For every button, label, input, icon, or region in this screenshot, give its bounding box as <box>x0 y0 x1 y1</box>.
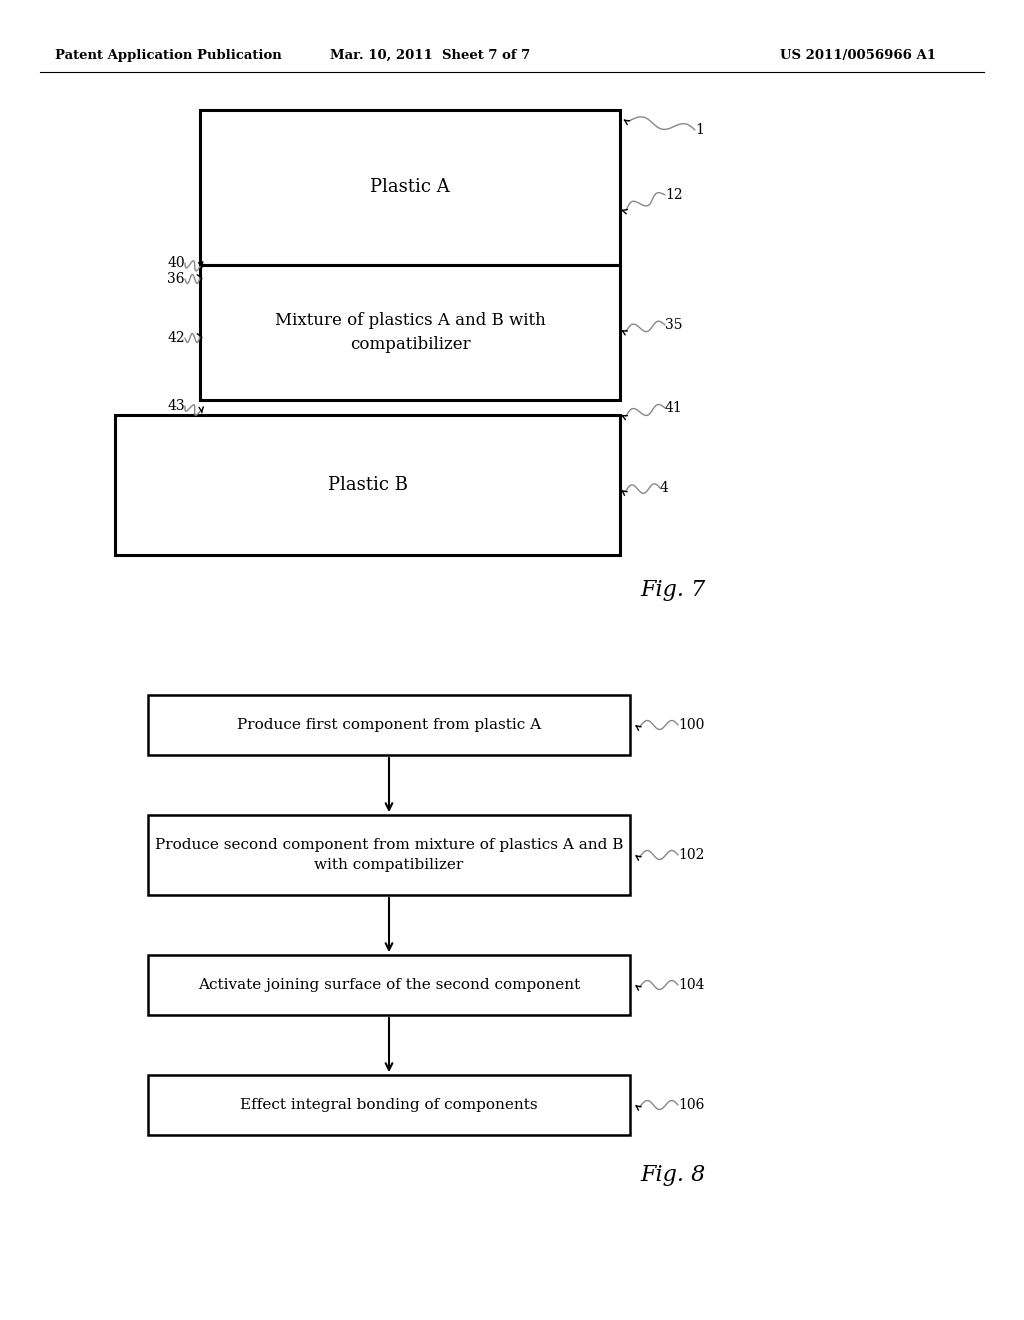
Text: 41: 41 <box>665 401 683 414</box>
Polygon shape <box>200 110 620 265</box>
Text: Activate joining surface of the second component: Activate joining surface of the second c… <box>198 978 581 993</box>
Text: Produce second component from mixture of plastics A and B
with compatibilizer: Produce second component from mixture of… <box>155 838 624 871</box>
Text: Mar. 10, 2011  Sheet 7 of 7: Mar. 10, 2011 Sheet 7 of 7 <box>330 49 530 62</box>
Text: Plastic A: Plastic A <box>370 178 450 197</box>
Text: 104: 104 <box>678 978 705 993</box>
Text: 12: 12 <box>665 187 683 202</box>
Text: 42: 42 <box>167 331 185 345</box>
Text: 106: 106 <box>678 1098 705 1111</box>
Text: 43: 43 <box>167 399 185 413</box>
Text: Plastic B: Plastic B <box>328 477 408 494</box>
Text: Patent Application Publication: Patent Application Publication <box>55 49 282 62</box>
Text: Mixture of plastics A and B with
compatibilizer: Mixture of plastics A and B with compati… <box>274 312 546 354</box>
Text: 102: 102 <box>678 847 705 862</box>
Polygon shape <box>148 814 630 895</box>
Text: 40: 40 <box>167 256 185 271</box>
Text: Produce first component from plastic A: Produce first component from plastic A <box>237 718 541 733</box>
Text: 100: 100 <box>678 718 705 733</box>
Polygon shape <box>148 954 630 1015</box>
Text: 35: 35 <box>665 318 683 333</box>
Text: 4: 4 <box>660 480 669 495</box>
Text: Fig. 8: Fig. 8 <box>640 1164 706 1185</box>
Text: US 2011/0056966 A1: US 2011/0056966 A1 <box>780 49 936 62</box>
Text: 1: 1 <box>695 123 703 137</box>
Text: Effect integral bonding of components: Effect integral bonding of components <box>241 1098 538 1111</box>
Text: Fig. 7: Fig. 7 <box>640 579 706 601</box>
Text: 36: 36 <box>168 272 185 286</box>
Polygon shape <box>200 265 620 400</box>
Polygon shape <box>148 1074 630 1135</box>
Polygon shape <box>148 696 630 755</box>
Polygon shape <box>115 414 620 554</box>
